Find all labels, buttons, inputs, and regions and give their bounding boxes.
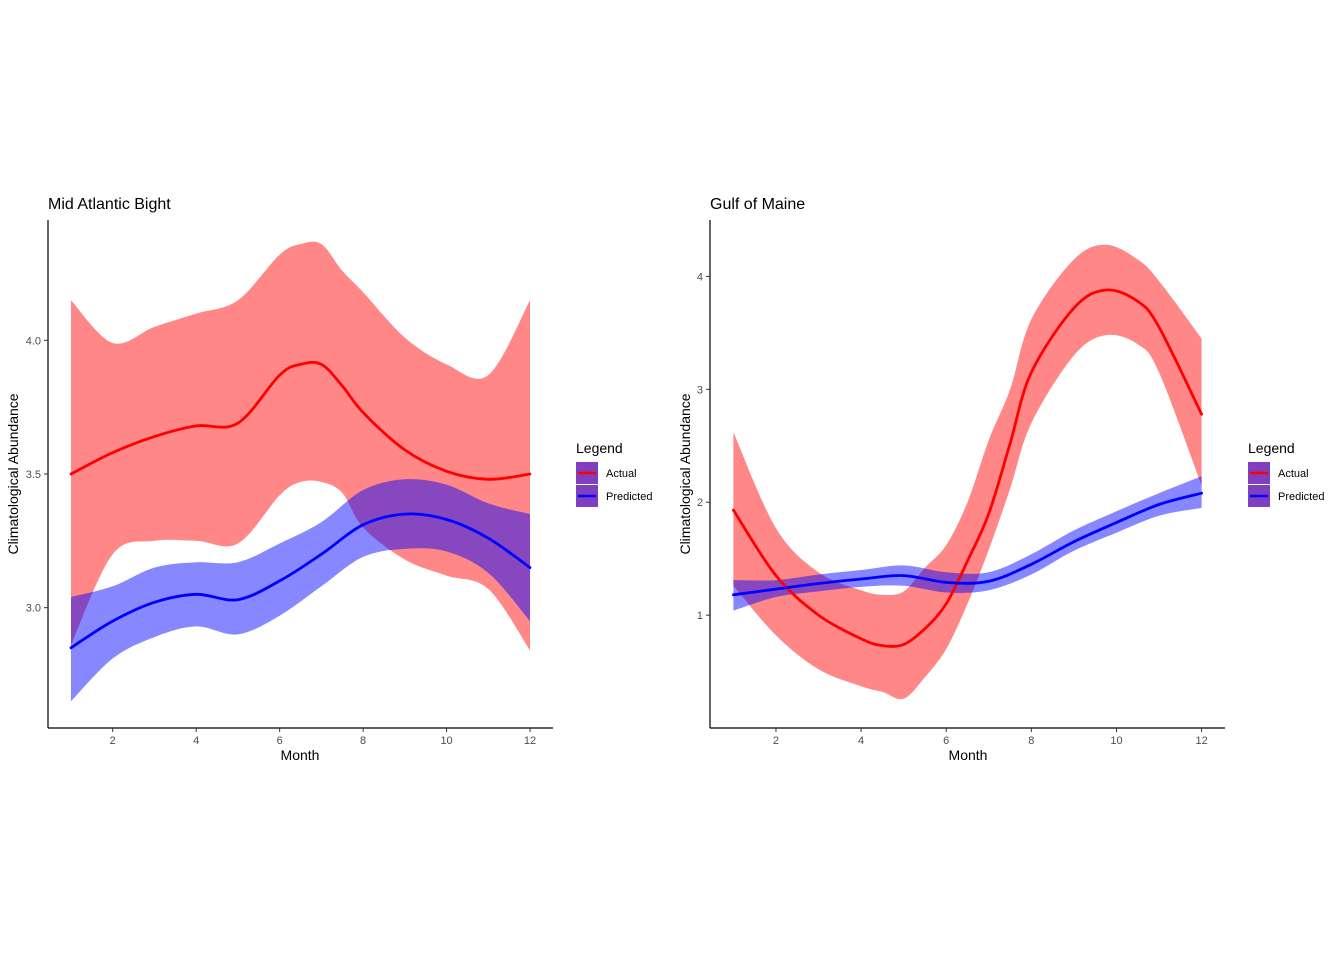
y-axis-label: Climatological Abundance [5, 393, 21, 554]
y-tick-label: 1 [697, 610, 703, 622]
x-tick-label: 2 [773, 735, 779, 747]
series-lines [69, 360, 532, 650]
x-tick-label: 8 [360, 735, 366, 747]
legend: Legend Actual Predicted [576, 440, 652, 507]
series-lines [732, 288, 1203, 648]
ci-band-predicted [71, 479, 530, 702]
y-tick-label: 4 [697, 271, 703, 283]
legend-title: Legend [576, 440, 623, 456]
x-tick-label: 2 [110, 735, 116, 747]
y-axis-label: Climatological Abundance [677, 393, 693, 554]
x-axis-label: Month [281, 747, 320, 763]
ci-bands [71, 241, 530, 702]
y-tick-label: 3.0 [26, 603, 41, 615]
x-tick-label: 6 [943, 735, 949, 747]
y-tick-label: 3 [697, 384, 703, 396]
x-tick-label: 4 [858, 735, 864, 747]
y-tick-label: 4.0 [26, 335, 41, 347]
legend-label-predicted: Predicted [1278, 491, 1324, 503]
line-actual [732, 288, 1203, 648]
ci-bands [733, 244, 1202, 700]
x-tick-label: 10 [440, 735, 452, 747]
ci-band-actual [733, 244, 1202, 700]
axes: 2 4 6 8 10 12 3.0 3.5 4.0 [26, 220, 553, 747]
panel-mid-atlantic-bight: Mid Atlantic Bight 2 4 6 8 10 12 3.0 3.5 4.0 Mon… [5, 196, 652, 763]
legend-label-actual: Actual [1278, 468, 1309, 480]
y-tick-label: 2 [697, 497, 703, 509]
ci-band-predicted [733, 476, 1202, 611]
x-tick-label: 4 [193, 735, 199, 747]
line-predicted [732, 491, 1203, 597]
x-tick-label: 8 [1028, 735, 1034, 747]
line-predicted [69, 512, 532, 650]
line-actual [69, 360, 532, 481]
y-tick-label: 3.5 [26, 469, 41, 481]
panel-title: Mid Atlantic Bight [48, 196, 171, 213]
legend-title: Legend [1248, 440, 1295, 456]
legend-label-actual: Actual [606, 468, 637, 480]
x-tick-label: 10 [1110, 735, 1122, 747]
ci-band-actual [71, 241, 530, 651]
x-tick-label: 12 [1195, 735, 1207, 747]
legend: Legend Actual Predicted [1248, 440, 1324, 507]
x-axis-label: Month [949, 747, 988, 763]
x-tick-label: 6 [277, 735, 283, 747]
legend-label-predicted: Predicted [606, 491, 652, 503]
x-tick-label: 12 [524, 735, 536, 747]
panel-title: Gulf of Maine [710, 196, 805, 213]
